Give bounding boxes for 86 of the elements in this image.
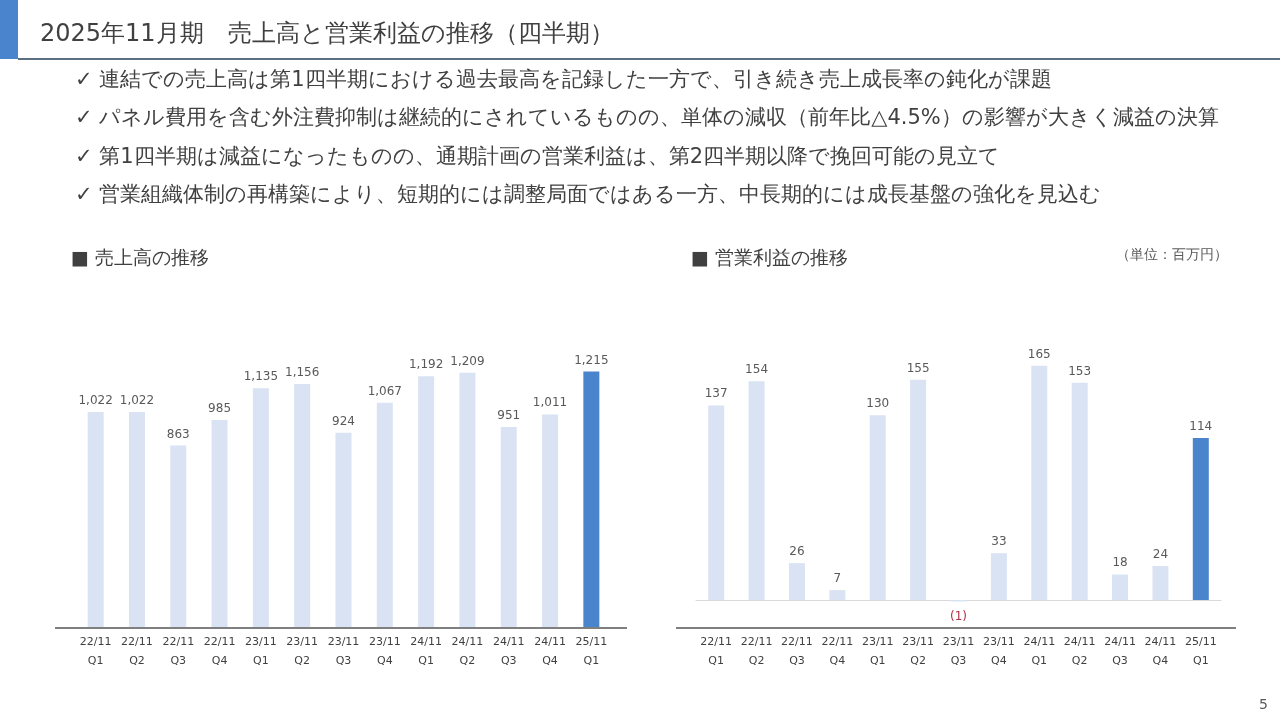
bar xyxy=(335,432,352,627)
chart-title: ■ 売上高の推移 xyxy=(71,245,209,269)
data-label: 1,215 xyxy=(574,352,609,367)
data-label: 1,067 xyxy=(367,383,402,398)
data-label: 18 xyxy=(1112,555,1128,570)
text: ✓ パネル費用を含む外注費抑制は継続的にされているものの、単体の減収（前年比△4.5%）の影響が大きく減益の決算 xyxy=(75,104,1219,132)
bar xyxy=(829,590,846,601)
data-label: 24 xyxy=(1152,546,1169,561)
bar xyxy=(910,379,927,601)
data-label: 165 xyxy=(1027,346,1051,361)
text: ✓ 連結での売上高は第1四半期における過去最高を記録した一方で、引き続き売上成長率の鈍化が課題 xyxy=(75,66,1052,93)
x-tick-label: 25/11 Q1 xyxy=(575,635,608,667)
data-label: 1,011 xyxy=(532,395,568,410)
bar xyxy=(990,553,1007,601)
x-tick-label: 23/11 Q2 xyxy=(286,635,319,667)
x-tick-label: 23/11 Q3 xyxy=(327,635,360,667)
x-tick-label: 23/11 Q4 xyxy=(368,635,401,667)
data-label: 1,156 xyxy=(285,364,320,379)
bar xyxy=(708,405,725,601)
data-label: 154 xyxy=(745,362,769,377)
data-label: 155 xyxy=(906,360,930,375)
x-tick-label: 24/11 Q4 xyxy=(534,635,566,667)
bar xyxy=(87,412,104,627)
x-tick-label: 24/11 Q3 xyxy=(1104,635,1136,667)
text: 2025年11月期 売上高と営業利益の推移（四半期） xyxy=(40,18,614,48)
bar xyxy=(788,563,805,601)
bar xyxy=(1192,438,1209,601)
x-tick-label: 24/11 Q2 xyxy=(451,635,484,667)
bar xyxy=(500,427,517,627)
data-label: 7 xyxy=(833,571,842,586)
bar xyxy=(869,415,886,601)
text: （単位：百万円） xyxy=(1116,245,1228,264)
bar xyxy=(1031,365,1048,601)
x-tick-label: 23/11 Q3 xyxy=(942,635,975,667)
x-tick-label: 22/11 Q2 xyxy=(121,635,153,667)
x-tick-label: 22/11 Q4 xyxy=(203,635,236,667)
bar xyxy=(459,372,476,627)
text: 5 xyxy=(1259,695,1268,714)
data-label: 153 xyxy=(1068,363,1092,378)
x-tick-label: 24/11 Q1 xyxy=(1023,635,1056,667)
bar xyxy=(1112,574,1129,601)
data-label: 924 xyxy=(332,413,355,428)
data-label: 1,192 xyxy=(408,357,444,372)
bar xyxy=(252,388,269,627)
data-label: 26 xyxy=(789,544,805,559)
chart-title: ■ 営業利益の推移 xyxy=(691,245,848,269)
x-tick-label: 24/11 Q4 xyxy=(1144,635,1177,667)
bar xyxy=(418,376,435,627)
data-label: 1,209 xyxy=(450,353,485,368)
bar xyxy=(1071,382,1088,601)
data-label: 863 xyxy=(166,426,190,441)
data-label: 1,022 xyxy=(78,393,113,408)
x-tick-label: 24/11 Q1 xyxy=(410,635,442,667)
data-label: 130 xyxy=(866,396,890,411)
x-tick-label: 23/11 Q4 xyxy=(983,635,1015,667)
bar xyxy=(376,402,393,627)
x-tick-label: 23/11 Q2 xyxy=(902,635,934,667)
x-tick-label: 22/11 Q3 xyxy=(781,635,813,667)
x-tick-label: 23/11 Q1 xyxy=(245,635,277,667)
x-tick-label: 22/11 Q1 xyxy=(79,635,112,667)
x-tick-label: 22/11 Q1 xyxy=(700,635,733,667)
bar xyxy=(542,414,559,627)
x-tick-label: 22/11 Q3 xyxy=(162,635,195,667)
data-label: 114 xyxy=(1189,419,1213,434)
bar xyxy=(748,381,765,601)
x-tick-label: 24/11 Q2 xyxy=(1063,635,1096,667)
data-label: 951 xyxy=(497,408,521,423)
x-tick-label: 25/11 Q1 xyxy=(1184,635,1217,667)
text: ✓ 営業組織体制の再構築により、短期的には調整局面ではある一方、中長期的には成長基盤の強化を見込む xyxy=(75,180,1102,208)
x-tick-label: 24/11 Q3 xyxy=(492,635,525,667)
data-label: 1,135 xyxy=(243,369,279,384)
bar xyxy=(583,371,600,627)
data-label: 985 xyxy=(208,400,232,415)
x-tick-label: 23/11 Q1 xyxy=(861,635,894,667)
data-label: 137 xyxy=(704,386,728,401)
bar xyxy=(211,419,228,627)
bar xyxy=(128,412,145,627)
data-label: (1) xyxy=(950,609,967,624)
text: ✓ 第1四半期は減益になったものの、通期計画の営業利益は、第2四半期以降で挽回可能の見立て xyxy=(75,142,1000,170)
x-tick-label: 22/11 Q4 xyxy=(821,635,854,667)
x-tick-label: 22/11 Q2 xyxy=(740,635,773,667)
data-label: 1,022 xyxy=(119,393,155,408)
bar xyxy=(294,383,311,627)
bar xyxy=(170,445,187,627)
bar xyxy=(1152,565,1169,601)
data-label: 33 xyxy=(991,534,1007,549)
